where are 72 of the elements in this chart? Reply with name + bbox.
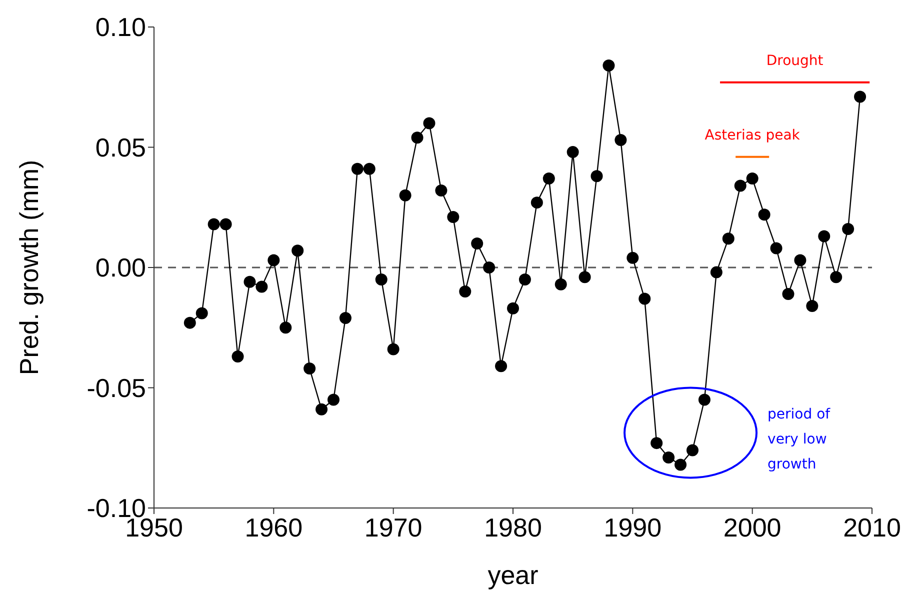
point [566,146,579,158]
point [770,242,782,254]
point [650,437,663,450]
x-axis-title: year [488,560,539,590]
point [722,232,734,245]
point [854,90,866,103]
point [507,302,519,314]
point [423,117,436,130]
point [734,180,746,192]
point [495,360,508,372]
y-tick-label: 0.10 [95,12,146,42]
point [280,322,292,334]
point [244,276,256,288]
point [674,458,687,471]
point [830,271,842,284]
point [435,184,448,197]
annotation: Drought [766,53,824,70]
point [578,271,591,284]
point [399,189,412,202]
point [387,343,400,356]
point [208,218,220,230]
point [184,316,196,329]
point [626,252,639,264]
point [602,59,615,72]
point [459,286,472,298]
x-tick-label: 1990 [604,512,662,542]
x-tick-label: 2000 [723,512,782,542]
x-tick-label: 1960 [244,512,303,542]
point [710,266,722,278]
point [351,162,364,175]
point [220,218,232,230]
point [746,172,758,185]
annotation: period of very low growth [768,406,832,473]
point [375,274,388,286]
point [758,208,770,221]
point [530,196,543,209]
point [638,292,651,305]
point [196,307,208,320]
point [662,451,675,464]
point [806,300,818,312]
point [316,403,328,416]
y-tick-label: -0.05 [86,372,146,403]
point [518,274,531,286]
point [614,134,627,146]
x-tick-label: 2010 [843,512,901,542]
point [339,312,352,324]
point [411,132,424,144]
y-axis-title: Pred. growth (mm) [14,160,44,376]
y-tick-label: 0.05 [95,132,146,162]
point [794,254,806,266]
annotation: Asterias peak [704,128,801,144]
x-tick-label: 1980 [484,512,542,542]
point [256,280,268,293]
point [328,394,340,406]
point [818,230,830,242]
point [268,254,280,266]
point [590,170,603,182]
point [842,223,854,236]
point [542,172,555,185]
point [363,162,376,175]
point [471,237,484,250]
point [782,288,794,300]
point [698,394,710,406]
point [554,278,567,290]
point [483,262,496,274]
x-tick-label: 1970 [364,512,422,542]
point [292,244,304,257]
point [232,350,244,362]
point [686,444,698,456]
point [447,210,460,223]
y-tick-label: 0.00 [95,252,146,283]
point [304,362,316,375]
